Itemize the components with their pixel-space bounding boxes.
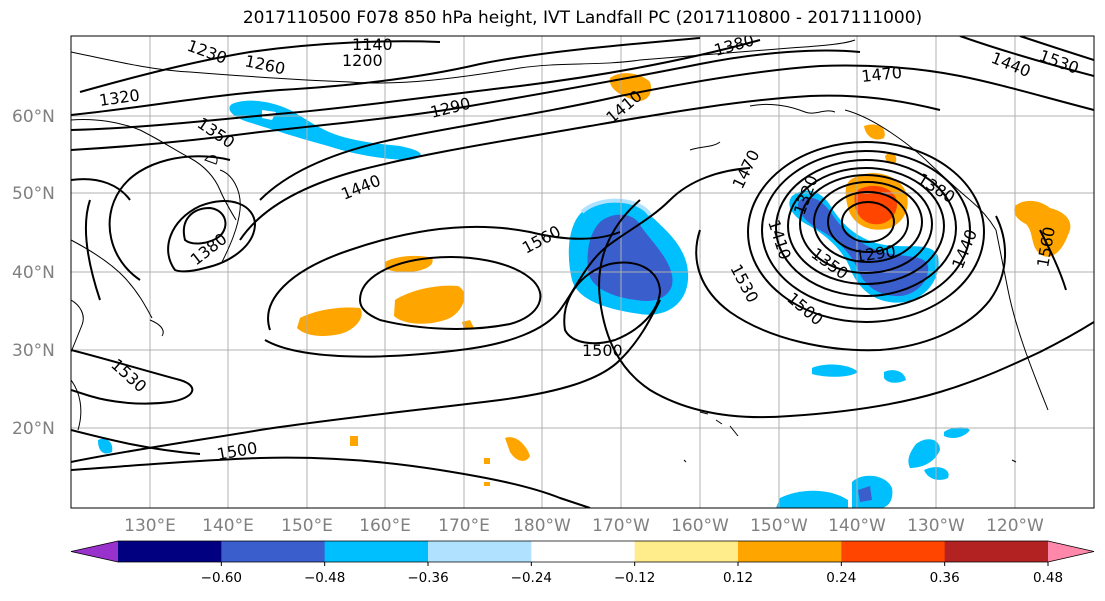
plot-frame [70, 35, 1095, 509]
lat-labels: 60°N 50°N 40°N 30°N 20°N [12, 107, 55, 439]
contour-label: 1470 [860, 63, 902, 86]
colorbar-segment [944, 541, 1049, 562]
lon-label: 140°W [828, 516, 886, 536]
lon-labels: 130°E 140°E 150°E 160°E 170°E 180°W 170°… [124, 516, 1044, 536]
lon-label: 180°W [513, 516, 571, 536]
lon-label: 130°W [907, 516, 965, 536]
lat-label: 30°N [12, 341, 55, 361]
lon-label: 170°W [592, 516, 650, 536]
lon-label: 140°E [202, 516, 254, 536]
lon-label: 150°W [750, 516, 808, 536]
lon-label: 150°E [281, 516, 333, 536]
colorbar-tick-label: 0.12 [723, 570, 753, 586]
colorbar-segment [324, 541, 429, 562]
positive-anomaly-coast [1014, 200, 1071, 257]
colorbar-tick-label: 0.48 [1033, 570, 1063, 586]
lon-label: 160°E [359, 516, 411, 536]
lat-label: 50°N [12, 184, 55, 204]
colorbar-tick-label: 0.24 [826, 570, 856, 586]
lon-label: 160°W [671, 516, 729, 536]
colorbar-segment [634, 541, 739, 562]
lon-label: 120°W [986, 516, 1044, 536]
colorbar-tick-label: 0.36 [930, 570, 960, 586]
coastlines [71, 39, 1049, 463]
map-title: 2017110500 F078 850 hPa height, IVT Land… [242, 8, 923, 28]
height-contours [71, 36, 1094, 508]
lat-label: 40°N [12, 263, 55, 283]
contour-label: 1200 [342, 51, 383, 70]
colorbar-segment [118, 541, 222, 562]
colorbar-extend-low [71, 541, 118, 562]
lat-label: 60°N [12, 107, 55, 127]
colorbar-tick-label: −0.12 [614, 570, 655, 586]
lon-label: 170°E [438, 516, 490, 536]
colorbar-segment [738, 541, 842, 562]
colorbar-segment [221, 541, 326, 562]
colorbar-extend-high [1048, 541, 1094, 562]
contour-label: 1500 [582, 341, 623, 360]
colorbar-segment [841, 541, 946, 562]
colorbar-tick-label: −0.48 [304, 570, 345, 586]
lat-label: 20°N [12, 419, 55, 439]
colorbar-tick-label: −0.24 [511, 570, 552, 586]
lon-label: 130°E [124, 516, 176, 536]
contour-label: 1140 [352, 35, 393, 54]
colorbar-segment [428, 541, 532, 562]
colorbar-tick-label: −0.60 [201, 570, 242, 586]
colorbar: −0.60 −0.48 −0.36 −0.24 −0.12 0.12 0.24 0.36 0.4… [70, 540, 1095, 586]
colorbar-segment [531, 541, 636, 562]
colorbar-tick-label: −0.36 [407, 570, 448, 586]
